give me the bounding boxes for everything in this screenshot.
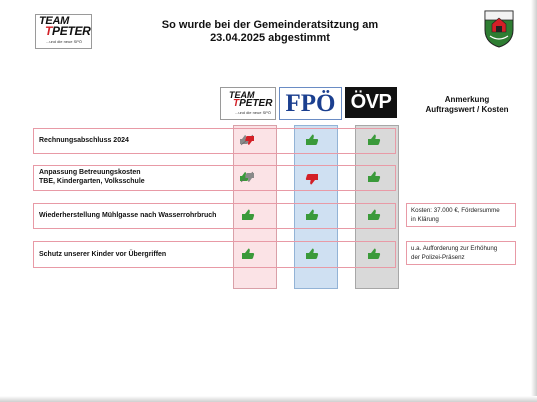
team-peter-logo: TEAM TPETER ...und die neue SPÖ	[35, 14, 92, 49]
page-title-line1: So wurde bei der Gemeinderatsitzung am	[161, 19, 379, 31]
party-team-tagline: ...und die neue SPÖ	[235, 110, 272, 115]
thumbs-split-icon	[240, 171, 254, 183]
logo-tagline: ...und die neue SPÖ	[46, 39, 83, 44]
party-team-line: TEAM	[229, 90, 255, 100]
agenda-row: Anpassung Betreuungskosten TBE, Kinderga…	[33, 165, 396, 191]
agenda-label-line1: Anpassung Betreuungskosten	[39, 169, 141, 176]
column-ovp	[355, 125, 399, 289]
note-line1: u.a. Aufforderung zur Erhöhung	[411, 245, 498, 252]
agenda-row: Wiederherstellung Mühlgasse nach Wasserr…	[33, 203, 396, 229]
agenda-label: Anpassung Betreuungskosten TBE, Kinderga…	[39, 168, 145, 186]
municipal-crest-icon	[484, 10, 514, 48]
party-ovp-name: ÖVP	[350, 91, 392, 113]
thumbs-up-icon	[368, 248, 381, 259]
agenda-label: Rechnungsabschluss 2024	[39, 137, 129, 144]
thumbs-up-icon	[306, 209, 319, 220]
agenda-row: Schutz unserer Kinder vor Übergriffen	[33, 241, 396, 268]
notes-header: Anmerkung Auftragswert / Kosten	[412, 95, 522, 115]
slide-shadow-bottom	[0, 396, 537, 402]
party-logo-ovp: ÖVP	[345, 87, 397, 118]
page-title-line2: 23.04.2025 abgestimmt	[210, 32, 330, 44]
thumbs-up-icon	[306, 248, 319, 259]
page-title: So wurde bei der Gemeinderatsitzung am 2…	[150, 19, 390, 45]
note-muehlgasse: Kosten: 37.000 €, Fördersumme in Klärung	[406, 203, 516, 227]
party-logo-team-peter: TEAM TPETER ...und die neue SPÖ	[220, 87, 276, 120]
thumbs-up-icon	[242, 209, 255, 220]
column-fpo	[294, 125, 338, 289]
thumbs-up-icon	[242, 248, 255, 259]
agenda-row: Rechnungsabschluss 2024	[33, 128, 396, 154]
note-line1: Kosten: 37.000 €, Fördersumme	[411, 207, 500, 214]
thumbs-split-icon	[240, 134, 254, 146]
party-fpo-name: FPÖ	[285, 90, 336, 117]
agenda-label: Schutz unserer Kinder vor Übergriffen	[39, 251, 167, 258]
note-line2: der Polizei-Präsenz	[411, 254, 465, 261]
thumbs-up-icon	[306, 134, 319, 145]
slide-shadow-right	[531, 0, 537, 402]
notes-header-line1: Anmerkung	[444, 95, 490, 104]
note-schutz: u.a. Aufforderung zur Erhöhung der Poliz…	[406, 241, 516, 265]
logo-peter-text: TPETER	[45, 24, 91, 38]
thumbs-up-icon	[368, 134, 381, 145]
notes-header-line2: Auftragswert / Kosten	[425, 105, 509, 114]
party-peter-line: TPETER	[233, 98, 273, 109]
note-line2: in Klärung	[411, 216, 439, 223]
logo-team-text: TEAM	[39, 15, 69, 27]
agenda-label: Wiederherstellung Mühlgasse nach Wasserr…	[39, 212, 217, 219]
thumbs-down-icon	[305, 174, 318, 185]
thumbs-up-icon	[368, 171, 381, 182]
thumbs-up-icon	[368, 209, 381, 220]
party-logo-fpo: FPÖ	[279, 87, 342, 120]
agenda-label-line2: TBE, Kindergarten, Volksschule	[39, 178, 145, 185]
column-team-peter	[233, 125, 277, 289]
